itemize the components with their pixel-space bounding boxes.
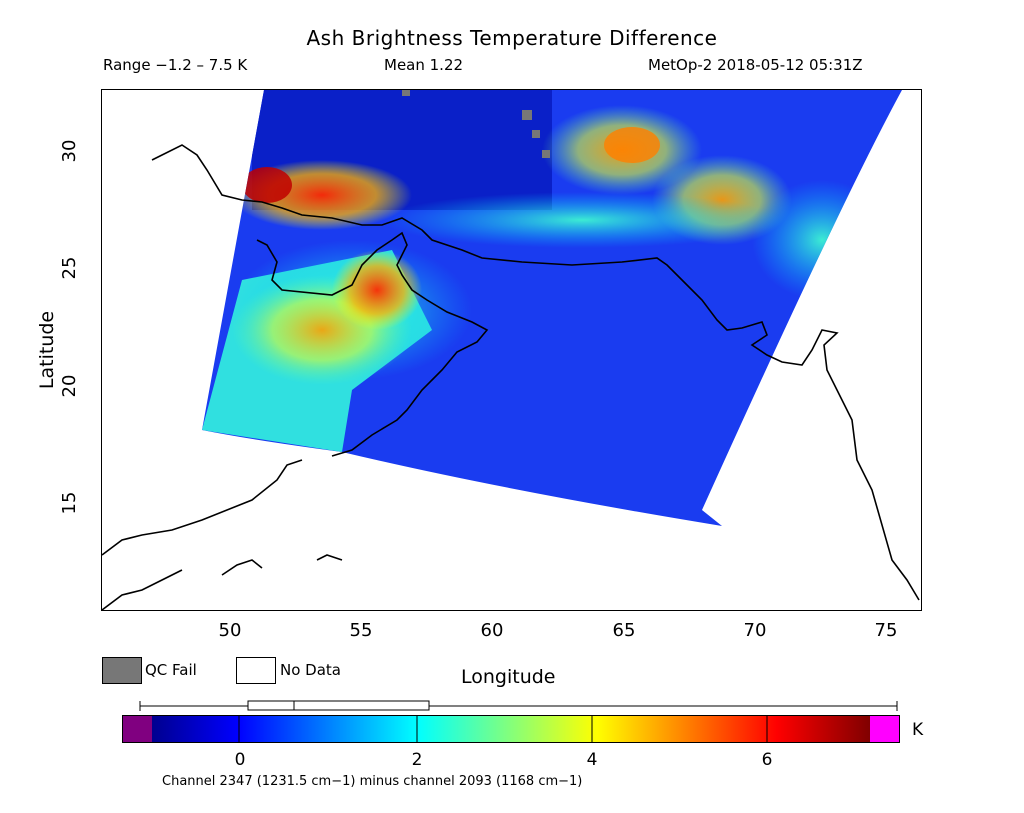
y-tick: 30 xyxy=(59,139,80,163)
ash-swath xyxy=(202,90,902,526)
range-label: Range −1.2 – 7.5 K xyxy=(103,56,248,74)
mean-label: Mean 1.22 xyxy=(384,56,464,74)
colorbar-tick: 6 xyxy=(761,750,773,770)
colorbar xyxy=(122,715,900,743)
colorbar-over xyxy=(870,715,900,743)
y-tick: 25 xyxy=(59,256,80,280)
x-tick: 50 xyxy=(218,620,242,641)
colorbar-tick: 0 xyxy=(234,750,246,770)
colorbar-gradient xyxy=(152,715,870,743)
x-axis-label: Longitude xyxy=(461,666,556,688)
y-axis-label: Latitude xyxy=(36,310,58,390)
map-panel xyxy=(101,89,922,611)
colorbar-under xyxy=(122,715,152,743)
colorbar-tick: 4 xyxy=(586,750,598,770)
no-data-swatch xyxy=(236,657,276,684)
no-data-label: No Data xyxy=(280,661,341,679)
plot-title: Ash Brightness Temperature Difference xyxy=(306,26,718,50)
colorbar-unit: K xyxy=(912,720,924,740)
x-tick: 60 xyxy=(480,620,504,641)
coastline xyxy=(102,144,920,610)
qc-fail-swatch xyxy=(102,657,142,684)
channel-caption: Channel 2347 (1231.5 cm−1) minus channel… xyxy=(162,774,583,789)
y-tick: 15 xyxy=(59,491,80,515)
satellite-time-label: MetOp-2 2018-05-12 05:31Z xyxy=(648,56,863,74)
x-tick: 75 xyxy=(874,620,898,641)
x-tick: 55 xyxy=(349,620,373,641)
distribution-boxplot xyxy=(139,700,898,711)
x-tick: 65 xyxy=(612,620,636,641)
qc-fail-label: QC Fail xyxy=(145,661,197,679)
colorbar-tick: 2 xyxy=(411,750,423,770)
map-canvas xyxy=(102,90,920,610)
x-tick: 70 xyxy=(743,620,767,641)
y-tick: 20 xyxy=(59,374,80,398)
